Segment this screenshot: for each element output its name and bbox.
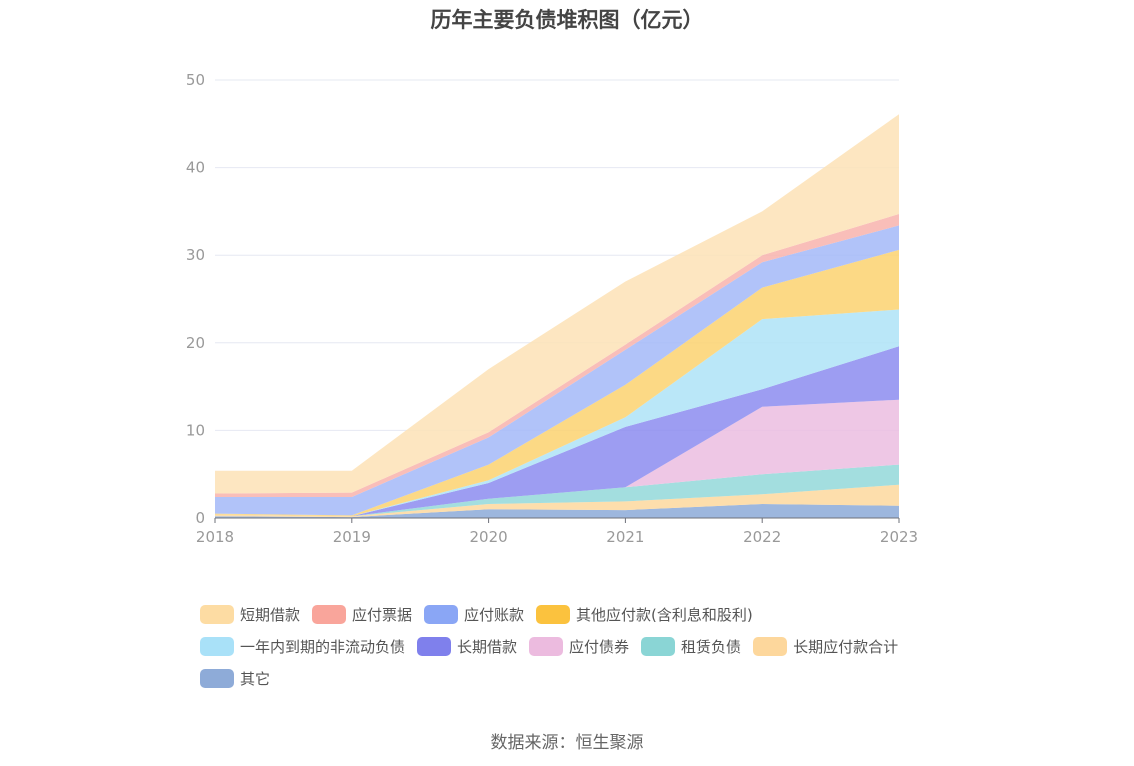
- axes: 0 10 20 30 40 50 2018 2019 2020 2021 2022 2023: [186, 71, 918, 546]
- legend-label: 一年内到期的非流动负债: [240, 637, 406, 656]
- legend-swatch: [529, 636, 564, 656]
- legend-label: 其他应付款(含利息和股利): [576, 605, 753, 624]
- legend-swatch: [200, 668, 234, 688]
- y-tick-label: 40: [186, 159, 205, 177]
- area-应付票据[interactable]: [215, 214, 899, 497]
- legend-item[interactable]: 应付债券: [529, 636, 629, 657]
- legend-item[interactable]: 其它: [200, 668, 270, 689]
- legend-label: 租赁负债: [681, 637, 742, 656]
- legend-label: 长期应付款合计: [793, 637, 899, 656]
- legend-row: 一年内到期的非流动负债 长期借款 应付债券 租赁负债 长期应付款合计: [200, 630, 960, 662]
- x-tick-label: 2023: [880, 528, 918, 546]
- area-长期借款[interactable]: [215, 346, 899, 517]
- legend-item[interactable]: 其他应付款(含利息和股利): [536, 604, 753, 625]
- legend-swatch: [424, 604, 459, 624]
- legend-item[interactable]: 长期应付款合计: [753, 636, 898, 657]
- legend: 短期借款 应付票据 应付账款 其他应付款(含利息和股利) 一年内到期的非流动负债 长期借款…: [200, 598, 960, 694]
- legend-item[interactable]: 租赁负债: [641, 636, 741, 657]
- x-tick-label: 2019: [333, 528, 371, 546]
- legend-item[interactable]: 应付票据: [312, 604, 412, 625]
- legend-swatch: [200, 604, 234, 624]
- x-tick-label: 2022: [743, 528, 781, 546]
- legend-label: 应付账款: [464, 605, 525, 624]
- chart-title: 历年主要负债堆积图（亿元）: [430, 8, 704, 32]
- x-tick-label: 2018: [196, 528, 234, 546]
- legend-label: 短期借款: [240, 605, 301, 624]
- area-长期应付款合计[interactable]: [215, 484, 899, 518]
- stacked-area-chart: 0 10 20 30 40 50 2018 2019 2020 2021 2022 2023: [186, 71, 918, 546]
- legend-item[interactable]: 一年内到期的非流动负债: [200, 636, 405, 657]
- legend-swatch: [641, 636, 676, 656]
- area-其它[interactable]: [215, 504, 899, 518]
- area-应付账款[interactable]: [215, 225, 899, 516]
- area-series: [215, 114, 899, 518]
- y-tick-label: 0: [195, 509, 205, 527]
- legend-label: 应付债券: [569, 637, 630, 656]
- x-tick-label: 2021: [606, 528, 644, 546]
- area-一年内到期的非流动负债[interactable]: [215, 309, 899, 517]
- y-tick-label: 30: [186, 246, 205, 264]
- legend-label: 应付票据: [352, 605, 413, 624]
- legend-swatch: [312, 604, 347, 624]
- y-tick-label: 10: [186, 421, 205, 439]
- legend-swatch: [536, 604, 571, 624]
- area-租赁负债[interactable]: [215, 464, 899, 517]
- legend-label: 长期借款: [457, 637, 518, 656]
- y-tick-label: 50: [186, 71, 205, 89]
- legend-row: 短期借款 应付票据 应付账款 其他应付款(含利息和股利): [200, 598, 960, 630]
- legend-swatch: [417, 636, 452, 656]
- x-tick-label: 2020: [470, 528, 508, 546]
- y-tick-label: 20: [186, 334, 205, 352]
- area-应付债券[interactable]: [215, 399, 899, 517]
- legend-row: 其它: [200, 662, 960, 694]
- data-source: 数据来源：恒生聚源: [490, 733, 644, 753]
- legend-label: 其它: [240, 669, 271, 688]
- area-其他应付款(含利息和股利)[interactable]: [215, 249, 899, 517]
- legend-item[interactable]: 短期借款: [200, 604, 300, 625]
- legend-item[interactable]: 应付账款: [424, 604, 524, 625]
- legend-swatch: [200, 636, 234, 656]
- legend-swatch: [753, 636, 788, 656]
- legend-item[interactable]: 长期借款: [417, 636, 517, 657]
